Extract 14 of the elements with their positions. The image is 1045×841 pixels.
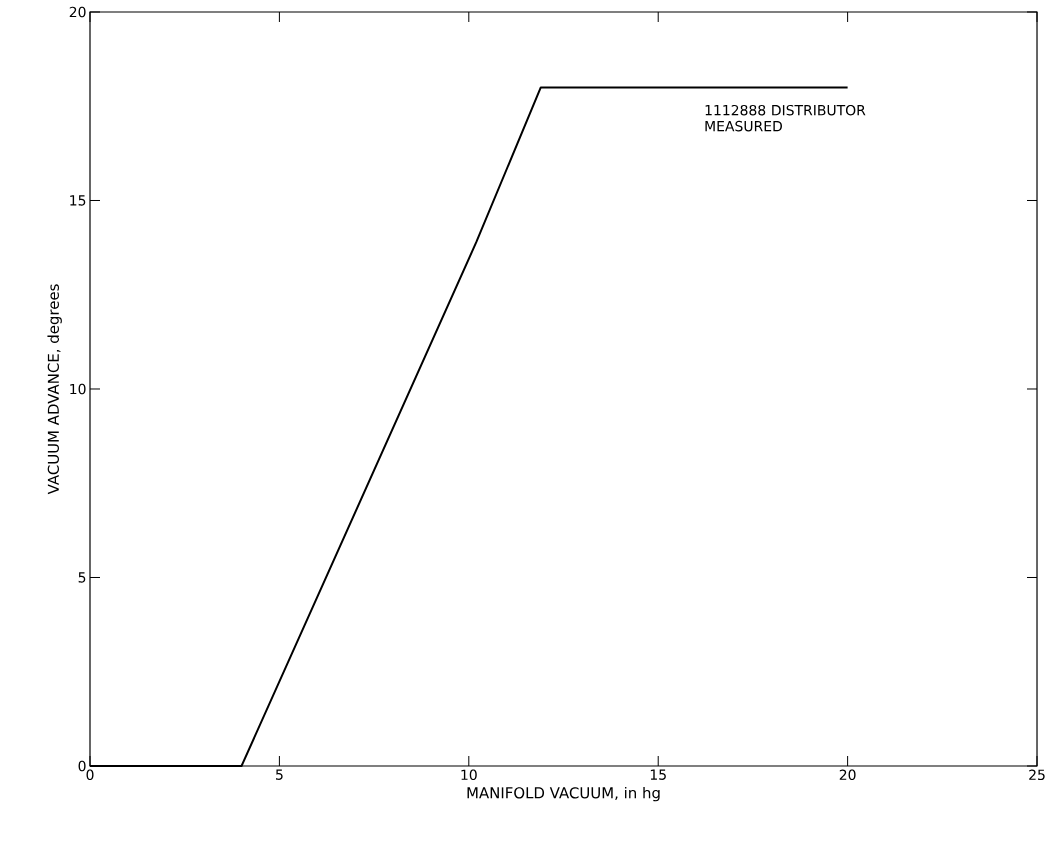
y-tick-label: 15 bbox=[70, 195, 86, 206]
y-tick-label: 0 bbox=[78, 760, 86, 772]
y-tick-label: 20 bbox=[69, 6, 86, 18]
x-tick-label: 10 bbox=[461, 769, 477, 781]
x-tick-label: 25 bbox=[1029, 769, 1045, 781]
x-tick-label: 15 bbox=[650, 769, 666, 780]
x-axis-title: MANIFOLD VACUUM, in hg bbox=[467, 786, 660, 802]
x-tick-label: 20 bbox=[839, 769, 856, 781]
y-tick-label: 10 bbox=[70, 383, 86, 395]
y-tick-label: 5 bbox=[78, 572, 86, 583]
y-axis-title: VACUUM ADVANCE, degrees bbox=[47, 284, 62, 495]
x-tick-label: 0 bbox=[86, 769, 94, 781]
x-tick-label: 5 bbox=[276, 769, 283, 780]
series-label: 1112888 DISTRIBUTOR MEASURED bbox=[705, 104, 866, 132]
